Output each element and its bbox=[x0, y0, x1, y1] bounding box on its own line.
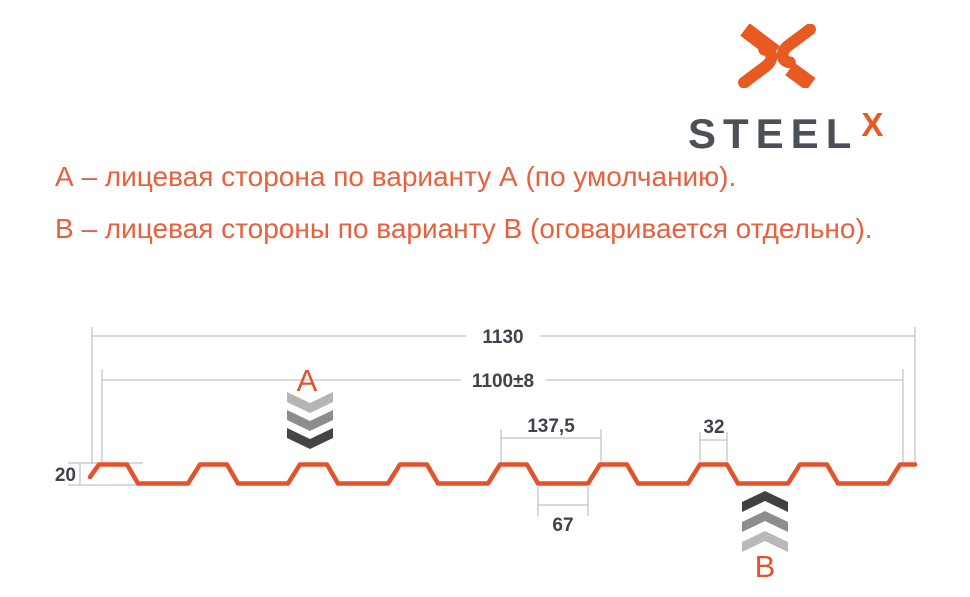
dim-profile-height-label: 20 bbox=[55, 465, 76, 486]
dim-rib-top: 32 bbox=[699, 417, 728, 464]
chevron-down-icon bbox=[287, 410, 333, 431]
chevron-down-icon bbox=[287, 392, 333, 413]
logo-text-steel: STEEL bbox=[688, 110, 859, 157]
dim-rib-pitch: 137,5 bbox=[500, 416, 602, 464]
chevron-down-icon bbox=[287, 428, 333, 449]
chevron-up-icon bbox=[742, 531, 788, 552]
dim-working-width: 1100±8 bbox=[102, 371, 903, 392]
steelx-logo-icon bbox=[738, 24, 816, 88]
dim-overall-width-label: 1130 bbox=[482, 327, 523, 348]
extension-lines bbox=[91, 327, 916, 464]
logo-arm-bottom-right bbox=[785, 62, 816, 88]
dim-rib-top-label: 32 bbox=[703, 417, 724, 438]
logo-wordmark: STEELX bbox=[688, 106, 883, 158]
logo-text-x: X bbox=[861, 106, 884, 143]
dim-rib-pitch-label: 137,5 bbox=[527, 416, 575, 437]
dim-working-width-label: 1100±8 bbox=[472, 371, 534, 392]
sheet-profile-outline bbox=[87, 462, 918, 486]
logo-hook-top bbox=[776, 24, 816, 69]
chevron-up-icon bbox=[742, 511, 788, 532]
dim-valley-label: 67 bbox=[552, 515, 573, 536]
marker-variant-a: А bbox=[287, 363, 333, 449]
marker-variant-b: В bbox=[742, 491, 788, 584]
note-variant-b: В – лицевая стороны по варианту В (огова… bbox=[55, 213, 873, 244]
chevron-up-icon bbox=[742, 491, 788, 512]
note-variant-a: А – лицевая сторона по варианту А (по ум… bbox=[55, 161, 737, 192]
marker-a-letter: А bbox=[297, 363, 318, 398]
dim-overall-width: 1130 bbox=[92, 327, 915, 348]
dim-valley: 67 bbox=[537, 487, 589, 536]
logo-hook-bottom bbox=[738, 43, 778, 88]
marker-b-letter: В bbox=[755, 549, 776, 584]
